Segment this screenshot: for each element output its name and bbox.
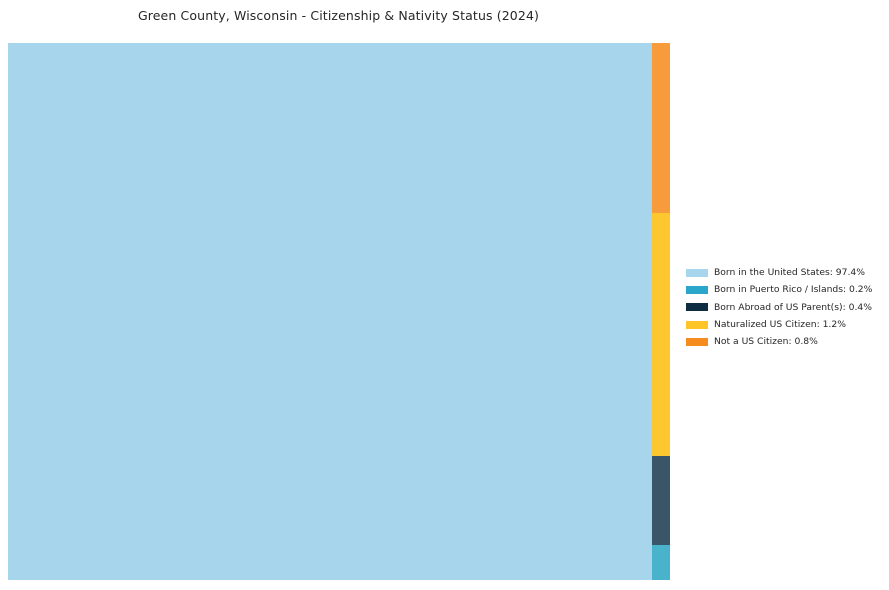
chart-title: Green County, Wisconsin - Citizenship & … <box>137 8 540 23</box>
legend-swatch-icon-not-a-us-citizen <box>686 337 708 346</box>
treemap-plot-area <box>8 43 670 580</box>
chart-legend: Born in the United States: 97.4% Born in… <box>686 264 882 350</box>
legend-label-born-in-puerto-rico-islands: Born in Puerto Rico / Islands: 0.2% <box>714 284 873 296</box>
treemap-tile-not-a-us-citizen[interactable] <box>652 43 670 213</box>
treemap-tile-born-in-puerto-rico-islands[interactable] <box>652 545 670 580</box>
legend-swatch-icon-naturalized-us-citizen <box>686 320 708 329</box>
treemap-tile-naturalized-us-citizen[interactable] <box>652 213 670 456</box>
legend-label-born-abroad-of-us-parents: Born Abroad of US Parent(s): 0.4% <box>714 301 872 313</box>
legend-item-born-abroad-of-us-parents[interactable]: Born Abroad of US Parent(s): 0.4% <box>686 299 882 316</box>
legend-label-naturalized-us-citizen: Naturalized US Citizen: 1.2% <box>714 318 846 330</box>
legend-item-born-in-puerto-rico-islands[interactable]: Born in Puerto Rico / Islands: 0.2% <box>686 281 882 298</box>
legend-swatch-icon-born-in-the-united-states <box>686 268 708 277</box>
treemap-tile-born-in-the-united-states[interactable] <box>8 43 652 580</box>
legend-item-naturalized-us-citizen[interactable]: Naturalized US Citizen: 1.2% <box>686 316 882 333</box>
legend-item-not-a-us-citizen[interactable]: Not a US Citizen: 0.8% <box>686 333 882 350</box>
legend-swatch-icon-born-in-puerto-rico-islands <box>686 285 708 294</box>
treemap-tile-born-abroad-of-us-parents[interactable] <box>652 456 670 545</box>
legend-label-not-a-us-citizen: Not a US Citizen: 0.8% <box>714 336 818 348</box>
legend-swatch-icon-born-abroad-of-us-parents <box>686 303 708 312</box>
legend-item-born-in-the-united-states[interactable]: Born in the United States: 97.4% <box>686 264 882 281</box>
legend-label-born-in-the-united-states: Born in the United States: 97.4% <box>714 267 865 279</box>
